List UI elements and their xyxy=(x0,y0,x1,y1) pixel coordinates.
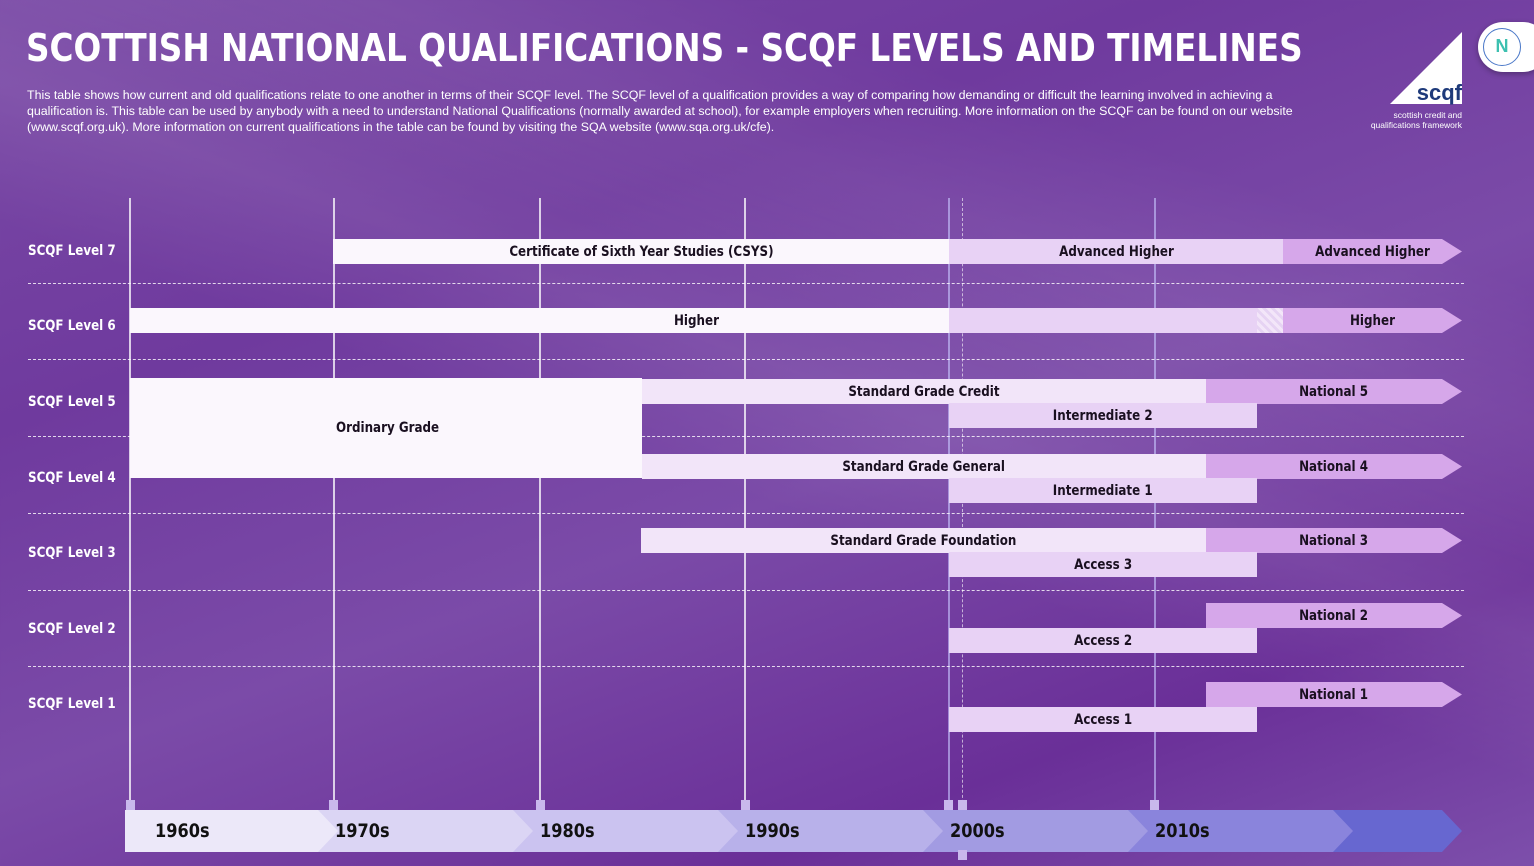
scqf-logo: scqf scottish credit and qualifications … xyxy=(1360,30,1465,130)
assistant-button[interactable]: N xyxy=(1478,22,1534,72)
bar-intermediate-2: Intermediate 2 xyxy=(949,403,1257,428)
bar-sg-credit: Standard Grade Credit xyxy=(642,379,1206,404)
bar-csys: Certificate of Sixth Year Studies (CSYS) xyxy=(333,239,949,264)
bar-national-1: National 1 xyxy=(1206,682,1462,707)
decade-line xyxy=(744,198,746,808)
intro-text: This table shows how current and old qua… xyxy=(27,88,1293,134)
decade-line xyxy=(129,198,131,808)
bar-sg-general: Standard Grade General xyxy=(642,454,1206,479)
level-divider xyxy=(28,283,1464,284)
decade-line xyxy=(948,198,950,808)
bar-access-2: Access 2 xyxy=(949,628,1257,653)
bar-national-2: National 2 xyxy=(1206,603,1462,628)
bar-national-3: National 3 xyxy=(1206,528,1462,553)
level-divider xyxy=(28,513,1464,514)
level-divider xyxy=(28,590,1464,591)
level-label-5: SCQF Level 5 xyxy=(28,394,116,410)
timeline-segment-2000s: 2000s xyxy=(920,810,1148,852)
logo-triangle-icon xyxy=(1390,32,1462,104)
timeline-segment-1970s: 1970s xyxy=(305,810,533,852)
timeline-tick xyxy=(1150,800,1159,810)
bar-advanced-higher-new: Advanced Higher xyxy=(1283,239,1462,264)
bar-higher-transition xyxy=(949,308,1257,333)
bar-access-1: Access 1 xyxy=(949,707,1257,732)
timeline-tick xyxy=(944,800,953,810)
n-logo-icon: N xyxy=(1483,28,1521,66)
bar-national-4: National 4 xyxy=(1206,454,1462,479)
timeline-segment-1960s: 1960s xyxy=(125,810,338,852)
timeline-tick xyxy=(329,800,338,810)
bar-ordinary-grade: Ordinary Grade xyxy=(130,378,642,478)
timeline-segment-1980s: 1980s xyxy=(510,810,738,852)
level-label-2: SCQF Level 2 xyxy=(28,621,116,637)
level-label-3: SCQF Level 3 xyxy=(28,545,116,561)
decade-line xyxy=(539,198,541,808)
level-divider xyxy=(28,359,1464,360)
page-title: SCOTTISH NATIONAL QUALIFICATIONS - SCQF … xyxy=(26,26,1303,70)
decade-line xyxy=(333,198,335,808)
level-divider xyxy=(28,436,1464,437)
decade-line xyxy=(1154,198,1156,808)
timeline-tick xyxy=(958,850,967,860)
bar-higher-old: Higher xyxy=(130,308,949,333)
bar-higher-new: Higher xyxy=(1283,308,1462,333)
level-label-7: SCQF Level 7 xyxy=(28,243,116,259)
bar-higher-overlap xyxy=(1257,308,1283,333)
bar-access-3: Access 3 xyxy=(949,552,1257,577)
logo-subtitle: scottish credit and qualifications frame… xyxy=(1370,110,1462,130)
timeline-segment-2010s: 2010s xyxy=(1125,810,1353,852)
timeline-tick xyxy=(741,800,750,810)
bar-advanced-higher-old: Advanced Higher xyxy=(949,239,1283,264)
bar-sg-foundation: Standard Grade Foundation xyxy=(641,528,1206,553)
bar-national-5: National 5 xyxy=(1206,379,1462,404)
logo-word: scqf xyxy=(1416,80,1462,105)
timeline-tick xyxy=(536,800,545,810)
level-divider xyxy=(28,666,1464,667)
level-label-4: SCQF Level 4 xyxy=(28,470,116,486)
level-label-1: SCQF Level 1 xyxy=(28,696,116,712)
bar-intermediate-1: Intermediate 1 xyxy=(949,478,1257,503)
timeline-tick xyxy=(126,800,135,810)
level-label-6: SCQF Level 6 xyxy=(28,318,116,334)
timeline-tick xyxy=(958,800,967,810)
timeline-segment-1990s: 1990s xyxy=(715,810,943,852)
